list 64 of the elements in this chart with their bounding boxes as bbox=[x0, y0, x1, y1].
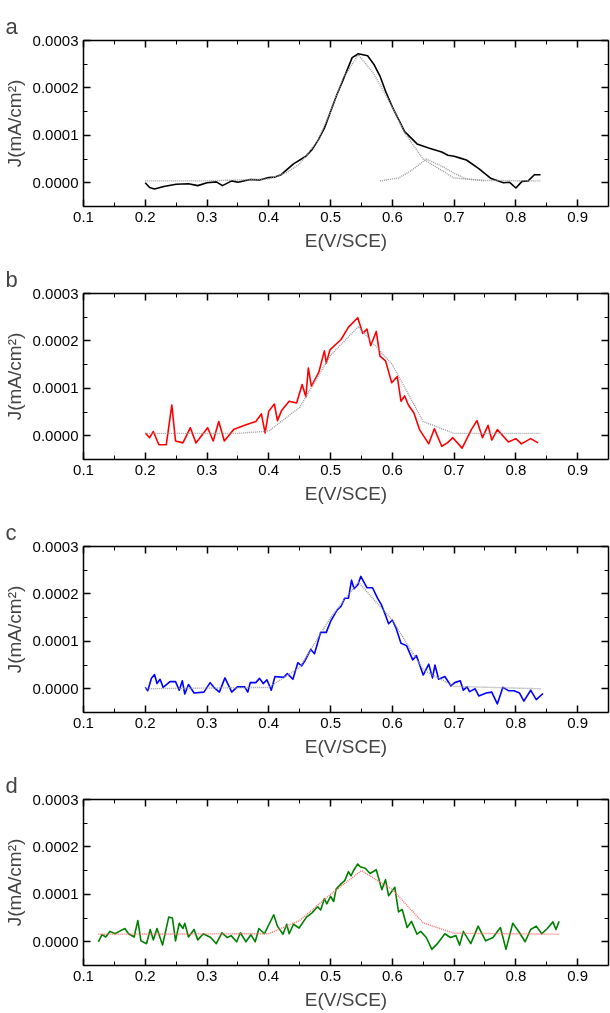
x-tick-label: 0.1 bbox=[73, 460, 94, 478]
x-tick-label: 0.8 bbox=[505, 713, 527, 731]
x-tick-label: 0.7 bbox=[443, 207, 465, 225]
x-tick-label: 0.8 bbox=[505, 207, 527, 225]
x-tick-label: 0.2 bbox=[134, 966, 156, 984]
chart-title: d bbox=[5, 772, 18, 798]
x-tick-label: 0.1 bbox=[73, 713, 94, 731]
x-tick-label: 0.4 bbox=[258, 966, 280, 984]
x-tick-label: 0.7 bbox=[443, 713, 465, 731]
y-axis-title: J(mA/cm²) bbox=[3, 79, 25, 168]
x-tick-label: 0.3 bbox=[196, 460, 218, 478]
x-tick-label: 0.2 bbox=[134, 460, 156, 478]
y-tick-label: 0.0001 bbox=[32, 885, 79, 903]
y-tick-label: 0.0002 bbox=[32, 584, 79, 602]
x-tick-label: 0.3 bbox=[196, 966, 218, 984]
chart-title: c bbox=[5, 519, 17, 545]
x-axis-title: E(V/SCE) bbox=[304, 482, 388, 504]
y-tick-label: 0.0003 bbox=[32, 790, 79, 808]
y-tick-label: 0.0000 bbox=[32, 932, 79, 950]
x-tick-label: 0.8 bbox=[505, 460, 527, 478]
x-tick-label: 0.5 bbox=[320, 207, 341, 225]
x-tick-label: 0.2 bbox=[134, 713, 156, 731]
y-tick-label: 0.0000 bbox=[32, 679, 79, 697]
x-tick-label: 0.6 bbox=[381, 460, 403, 478]
x-tick-label: 0.3 bbox=[196, 713, 218, 731]
x-tick-label: 0.3 bbox=[196, 207, 218, 225]
y-tick-label: 0.0001 bbox=[32, 126, 79, 144]
x-tick-label: 0.2 bbox=[134, 207, 156, 225]
x-tick-label: 0.8 bbox=[505, 966, 527, 984]
x-tick-label: 0.1 bbox=[73, 966, 94, 984]
x-tick-label: 0.5 bbox=[320, 966, 341, 984]
y-tick-label: 0.0003 bbox=[32, 537, 79, 555]
y-tick-label: 0.0002 bbox=[32, 78, 79, 96]
x-tick-label: 0.4 bbox=[258, 460, 280, 478]
x-tick-label: 0.9 bbox=[567, 713, 589, 731]
chart-title: a bbox=[5, 13, 19, 39]
y-axis-title: J(mA/cm²) bbox=[3, 838, 25, 927]
y-tick-label: 0.0003 bbox=[32, 31, 79, 49]
x-tick-label: 0.4 bbox=[258, 713, 280, 731]
x-tick-label: 0.4 bbox=[258, 207, 280, 225]
x-tick-label: 0.9 bbox=[567, 207, 589, 225]
y-tick-label: 0.0000 bbox=[32, 426, 79, 444]
x-tick-label: 0.7 bbox=[443, 966, 465, 984]
x-tick-label: 0.5 bbox=[320, 460, 341, 478]
x-tick-label: 0.9 bbox=[567, 966, 589, 984]
y-tick-label: 0.0000 bbox=[32, 173, 79, 191]
y-axis-title: J(mA/cm²) bbox=[3, 585, 25, 674]
y-tick-label: 0.0001 bbox=[32, 379, 79, 397]
x-tick-label: 0.6 bbox=[381, 207, 403, 225]
x-axis-title: E(V/SCE) bbox=[304, 988, 388, 1010]
x-tick-label: 0.1 bbox=[73, 207, 94, 225]
x-tick-label: 0.6 bbox=[381, 713, 403, 731]
y-tick-label: 0.0003 bbox=[32, 284, 79, 302]
x-tick-label: 0.5 bbox=[320, 713, 341, 731]
y-tick-label: 0.0002 bbox=[32, 331, 79, 349]
y-tick-label: 0.0001 bbox=[32, 632, 79, 650]
x-tick-label: 0.9 bbox=[567, 460, 589, 478]
x-tick-label: 0.7 bbox=[443, 460, 465, 478]
y-tick-label: 0.0002 bbox=[32, 837, 79, 855]
x-tick-label: 0.6 bbox=[381, 966, 403, 984]
chart-title: b bbox=[5, 266, 18, 292]
y-axis-title: J(mA/cm²) bbox=[3, 332, 25, 421]
x-axis-title: E(V/SCE) bbox=[304, 735, 388, 757]
x-axis-title: E(V/SCE) bbox=[304, 229, 388, 251]
